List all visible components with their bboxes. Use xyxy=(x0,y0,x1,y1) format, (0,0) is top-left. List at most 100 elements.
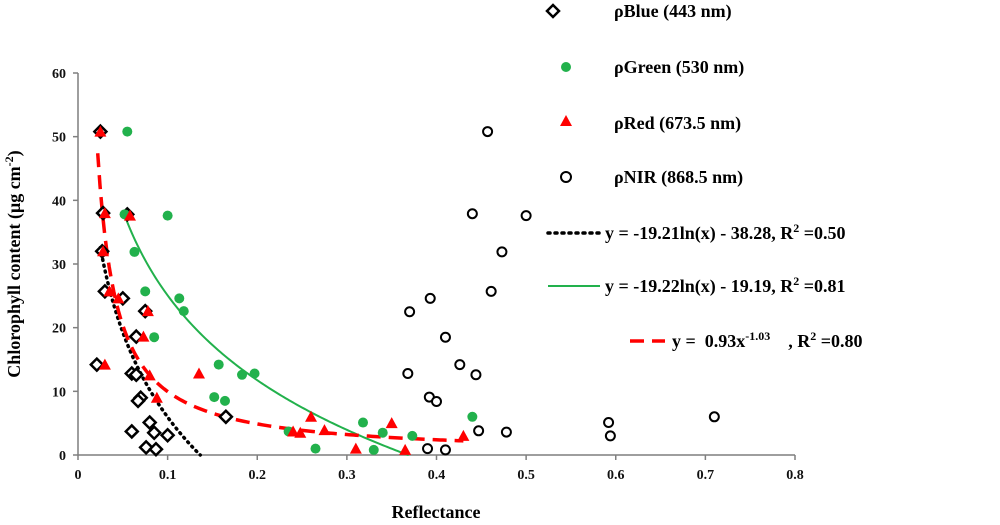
y-tick-label: 0 xyxy=(59,449,66,464)
point-red xyxy=(98,207,111,219)
x-tick-group: 0 0.1 0.2 0.3 0.4 0.5 0.6 0.7 0.8 xyxy=(75,455,804,483)
point-blue xyxy=(128,367,145,383)
legend-item-nir: ρNIR (868.5 nm) xyxy=(560,167,743,188)
point-red xyxy=(287,425,300,437)
fit-red-label-pre: y = 0.93x xyxy=(672,331,745,351)
point-red xyxy=(137,330,150,342)
legend-item-blue: ρBlue (443 nm) xyxy=(545,1,732,22)
fit-curve-2 xyxy=(95,153,464,443)
legend-marker-blue xyxy=(545,3,561,19)
point-blue xyxy=(146,424,162,441)
point-nir xyxy=(603,417,615,429)
fit-red-label-exp: -1.03 xyxy=(745,329,770,343)
point-blue xyxy=(130,393,146,409)
point-nir xyxy=(520,210,532,222)
legend-label-red: ρRed (673.5 nm) xyxy=(614,113,741,134)
point-nir xyxy=(485,285,497,297)
point-red xyxy=(385,417,398,429)
point-nir xyxy=(431,396,442,408)
point-red xyxy=(94,125,107,137)
plot-area: 0 0.1 0.2 0.3 0.4 0.5 0.6 0.7 0.8 0 10 20 30 40 50 60 xyxy=(52,67,804,483)
point-red xyxy=(143,369,156,381)
point-nir xyxy=(470,369,482,381)
legend-label-nir: ρNIR (868.5 nm) xyxy=(614,167,743,188)
point-blue xyxy=(138,439,154,456)
point-nir xyxy=(404,306,416,318)
point-green xyxy=(209,392,220,403)
point-red xyxy=(294,426,307,438)
x-tick-label: 0.6 xyxy=(607,468,625,483)
point-green xyxy=(122,126,133,137)
point-red xyxy=(399,443,412,455)
y-tick-label: 60 xyxy=(52,67,66,82)
y-tick-label: 50 xyxy=(52,131,66,146)
point-red xyxy=(123,209,136,221)
y-tick-label: 30 xyxy=(52,258,66,273)
y-axis-title: Chlorophyll content (μg cm-2) xyxy=(2,150,25,377)
fit-red-label-end: =0.80 xyxy=(816,331,862,351)
fit-green-label-a: y = -19.22ln(x) - 19.19, R xyxy=(605,276,794,297)
legend-marker-red xyxy=(560,115,572,126)
point-red xyxy=(103,285,116,297)
point-green xyxy=(358,417,369,428)
fit-green-label-sup: 2 xyxy=(793,274,799,288)
point-blue xyxy=(89,356,105,373)
point-red xyxy=(97,245,110,257)
x-tick-label: 0.4 xyxy=(428,468,446,483)
fit-red-label-r2sup: 2 xyxy=(810,329,816,343)
legend-item-fit-green: y = -19.22ln(x) - 19.19, R2 =0.81 xyxy=(548,274,846,297)
point-blue xyxy=(124,423,140,440)
point-nir xyxy=(439,331,451,343)
point-green xyxy=(149,332,160,343)
point-red xyxy=(192,367,205,379)
point-red xyxy=(112,292,125,304)
point-blue xyxy=(218,409,234,425)
point-nir xyxy=(422,443,434,455)
point-green xyxy=(129,246,140,257)
point-red xyxy=(150,391,163,403)
legend-label-blue: ρBlue (443 nm) xyxy=(614,1,732,22)
fit-blue-label-c: =0.50 xyxy=(799,223,845,243)
point-green xyxy=(467,411,478,422)
point-red xyxy=(141,305,154,317)
fit-curve-1 xyxy=(123,215,409,456)
x-tick-label: 0.5 xyxy=(517,468,535,483)
fit-blue-label-a: y = -19.21ln(x) - 38.28, R xyxy=(605,223,794,244)
y-tick-label: 20 xyxy=(52,322,66,337)
x-tick-label: 0.2 xyxy=(249,468,267,483)
fit-curve-0 xyxy=(98,245,202,457)
point-green xyxy=(377,427,388,438)
fit-lines xyxy=(95,153,464,457)
x-tick-label: 0.1 xyxy=(159,468,177,483)
point-green xyxy=(249,368,260,379)
point-nir xyxy=(454,359,466,371)
point-green xyxy=(178,306,189,317)
legend-item-green: ρGreen (530 nm) xyxy=(561,57,744,78)
point-nir xyxy=(500,426,512,438)
legend-label-fit-green: y = -19.22ln(x) - 19.19, R2 =0.81 xyxy=(605,274,846,297)
x-tick-label: 0 xyxy=(75,468,82,483)
legend-item-fit-blue: y = -19.21ln(x) - 38.28, R2 =0.50 xyxy=(546,221,846,244)
point-green xyxy=(368,444,379,455)
point-red xyxy=(318,424,331,436)
fit-red-label-post: , R xyxy=(770,331,811,351)
legend-item-red: ρRed (673.5 nm) xyxy=(560,113,741,134)
point-red xyxy=(457,429,470,441)
legend: ρBlue (443 nm) ρGreen (530 nm) ρRed (673… xyxy=(545,1,863,351)
point-nir xyxy=(482,126,494,138)
legend-label-green: ρGreen (530 nm) xyxy=(614,57,744,78)
point-nir xyxy=(466,208,478,220)
point-nir xyxy=(604,430,616,442)
y-axis-title-sup: -2 xyxy=(2,156,16,166)
y-axis-title-base: Chlorophyll content (μg cm xyxy=(4,166,25,377)
x-tick-label: 0.8 xyxy=(786,468,804,483)
fit-blue-label-sup: 2 xyxy=(793,221,799,235)
legend-label-fit-blue: y = -19.21ln(x) - 38.28, R2 =0.50 xyxy=(605,221,846,244)
x-tick-label: 0.3 xyxy=(338,468,356,483)
point-green xyxy=(310,443,321,454)
point-red xyxy=(349,442,362,454)
point-blue xyxy=(141,414,158,431)
y-axis-title-end: ) xyxy=(4,150,25,156)
point-green xyxy=(407,430,418,441)
